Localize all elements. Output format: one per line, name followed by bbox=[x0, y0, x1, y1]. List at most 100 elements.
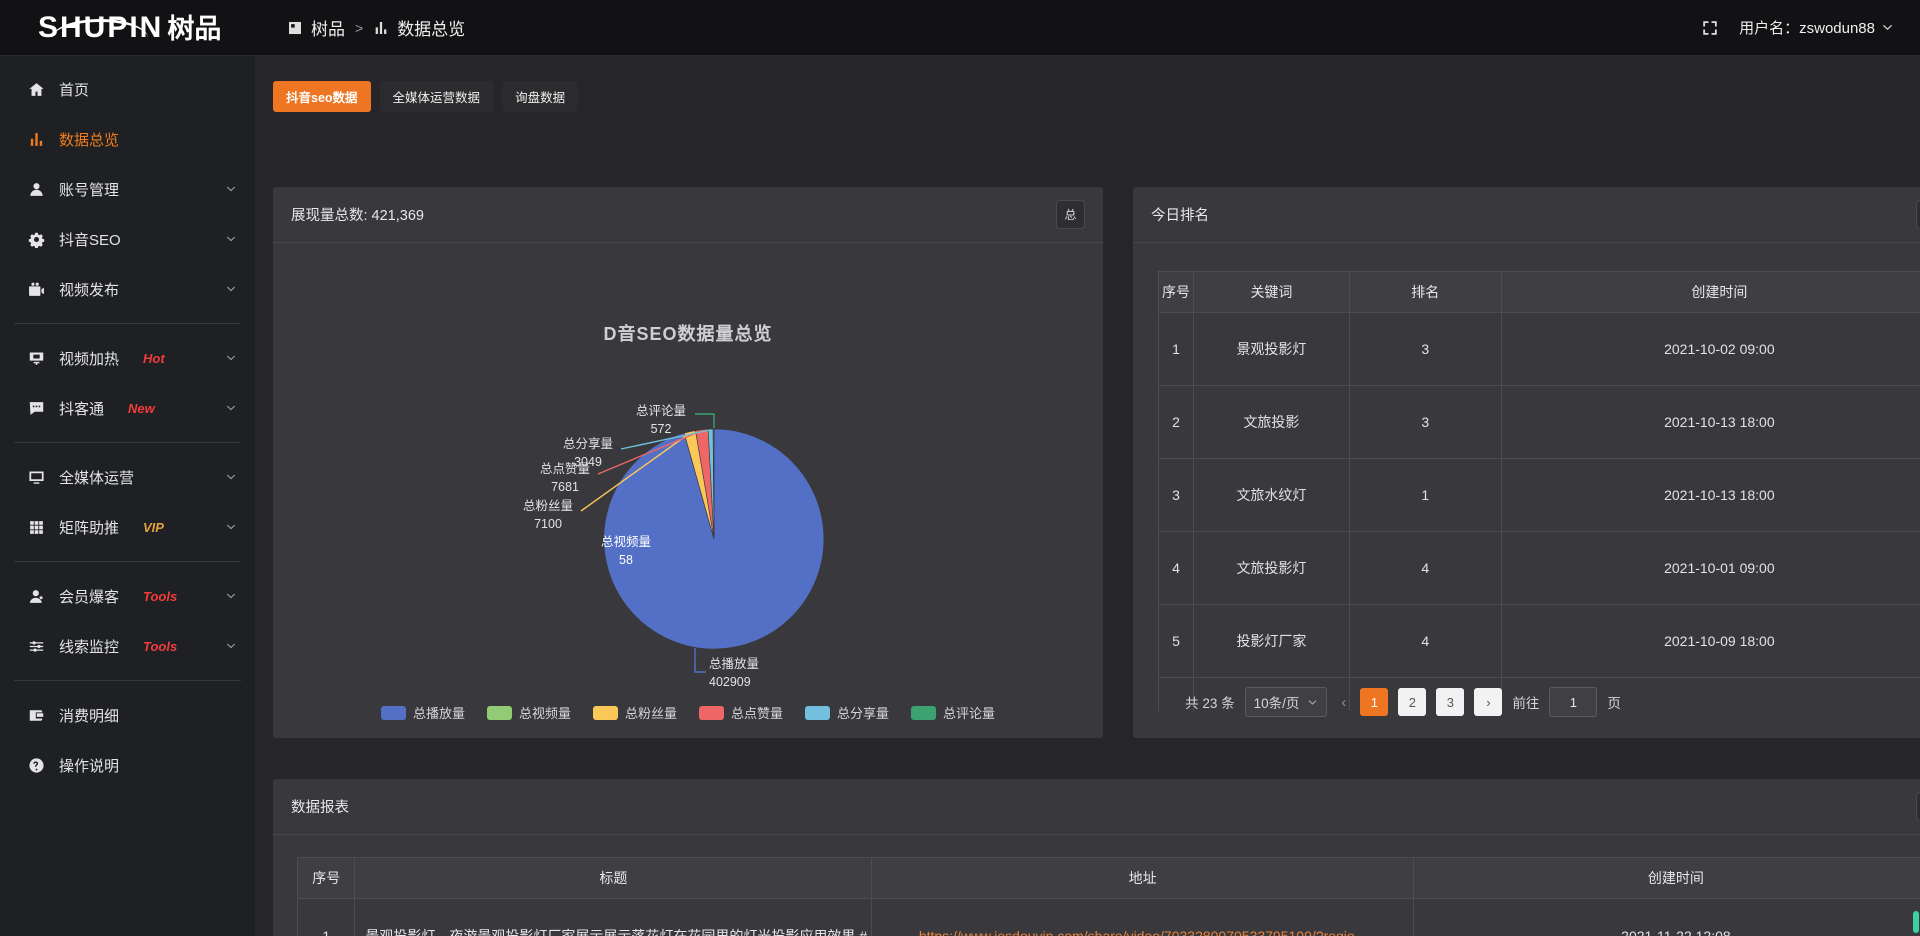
chevron-down-icon bbox=[226, 236, 236, 242]
tab-inquiry-data[interactable]: 询盘数据 bbox=[502, 81, 579, 112]
fullscreen-icon[interactable] bbox=[1701, 19, 1719, 37]
sliders-icon bbox=[29, 640, 44, 652]
sidebar-item-consume-detail[interactable]: 消费明细 bbox=[0, 690, 255, 740]
column-header: 序号 bbox=[296, 857, 356, 899]
legend-swatch bbox=[911, 705, 937, 720]
sidebar-item-badge: New bbox=[128, 400, 155, 416]
table-header-row: 序号 标题 地址 创建时间 bbox=[296, 857, 1920, 899]
sidebar-item-help[interactable]: 操作说明 bbox=[0, 740, 255, 790]
table-row[interactable]: 1 景观投影灯，夜游景观投影灯厂家展示展示落花灯在花园里的灯光投影应用效果 # ht… bbox=[296, 898, 1920, 936]
next-page-button[interactable]: › bbox=[1474, 688, 1503, 716]
column-header: 序号 bbox=[1157, 271, 1195, 313]
top-header: SHUPIN 树品 树品 > 数据总览 用户名：zswodun88 bbox=[0, 0, 1920, 56]
page-button-1[interactable]: 1 bbox=[1360, 688, 1389, 716]
table-cell: 文旅投影灯 bbox=[1193, 531, 1350, 605]
pie-label-value: 402909 bbox=[709, 675, 751, 690]
table-row[interactable]: 2 文旅投影 3 2021-10-13 18:00 bbox=[1157, 385, 1920, 459]
sidebar-item-douyin-seo[interactable]: 抖音SEO bbox=[0, 214, 255, 264]
chevron-down-icon bbox=[226, 524, 236, 530]
legend-label: 总视频量 bbox=[518, 706, 571, 721]
sidebar-item-video-publish[interactable]: 视频发布 bbox=[0, 264, 255, 314]
legend-swatch bbox=[699, 705, 724, 720]
page-size-select[interactable]: 10条/页 bbox=[1244, 687, 1328, 717]
sidebar-item-label: 线索监控 bbox=[59, 638, 120, 656]
tab-media-operation-data[interactable]: 全媒体运营数据 bbox=[379, 81, 494, 112]
table-row[interactable]: 1 景观投影灯 3 2021-10-02 09:00 bbox=[1157, 312, 1920, 386]
chevron-down-icon bbox=[226, 355, 236, 361]
column-header: 创建时间 bbox=[1412, 857, 1920, 899]
page-size-value: 10条/页 bbox=[1253, 696, 1300, 711]
sidebar-item-douketong[interactable]: 抖客通 New bbox=[0, 383, 255, 433]
pie-label-name: 总视频量 bbox=[600, 535, 651, 549]
legend-item-总播放量[interactable]: 总播放量 bbox=[380, 703, 465, 722]
pie-label-name: 总粉丝量 bbox=[522, 499, 573, 513]
sidebar-divider bbox=[14, 680, 241, 681]
page-button-2[interactable]: 2 bbox=[1398, 688, 1427, 716]
pie-label-line-总分享量 bbox=[620, 429, 711, 450]
sidebar-item-badge: Hot bbox=[143, 350, 165, 366]
chevron-down-icon bbox=[1309, 699, 1317, 705]
table-cell: 景观投影灯 bbox=[1193, 312, 1350, 386]
legend-item-总分享量[interactable]: 总分享量 bbox=[805, 703, 889, 722]
pie-label-value: 7681 bbox=[551, 480, 579, 495]
breadcrumb-root[interactable]: 树品 bbox=[311, 20, 345, 39]
column-header: 创建时间 bbox=[1500, 271, 1920, 313]
pie-label-name: 总播放量 bbox=[709, 657, 760, 671]
table-cell: 4 bbox=[1348, 604, 1502, 678]
breadcrumb-current[interactable]: 数据总览 bbox=[397, 20, 466, 39]
pie-label-value: 3049 bbox=[574, 455, 602, 470]
sidebar-item-home[interactable]: 首页 bbox=[0, 64, 255, 114]
table-row[interactable]: 3 文旅水纹灯 1 2021-10-13 18:00 bbox=[1157, 458, 1920, 532]
pie-label-line-总粉丝量 bbox=[580, 432, 691, 512]
prev-page-button[interactable]: ‹ bbox=[1341, 693, 1347, 711]
video-camera-icon bbox=[29, 282, 44, 296]
header-right: 用户名：zswodun88 bbox=[1701, 17, 1920, 38]
video-link[interactable]: https://www.iesdouyin.com/share/video/70… bbox=[918, 928, 1367, 936]
legend-label: 总播放量 bbox=[412, 706, 465, 721]
pie-label-line-总评论量 bbox=[695, 413, 715, 428]
sidebar-item-media-operation[interactable]: 全媒体运营 bbox=[0, 452, 255, 502]
sidebar-item-account-mgmt[interactable]: 账号管理 bbox=[0, 164, 255, 214]
page-button-3[interactable]: 3 bbox=[1436, 688, 1465, 716]
table-cell: 3 bbox=[1348, 385, 1502, 459]
table-cell: 1 bbox=[1348, 458, 1502, 532]
report-panel-corner-button[interactable]: 表 bbox=[1916, 792, 1920, 821]
table-cell-url: https://www.iesdouyin.com/share/video/70… bbox=[871, 898, 1414, 936]
legend-item-总视频量[interactable]: 总视频量 bbox=[486, 703, 571, 722]
sidebar-item-data-overview[interactable]: 数据总览 bbox=[0, 114, 255, 164]
home-icon bbox=[29, 82, 44, 96]
pie-label-line-总点赞量 bbox=[597, 430, 702, 475]
chevron-down-icon bbox=[226, 593, 236, 599]
squares-icon bbox=[289, 21, 301, 34]
sidebar-item-matrix-boost[interactable]: 矩阵助推 VIP bbox=[0, 502, 255, 552]
goto-page-input[interactable] bbox=[1549, 687, 1598, 717]
sidebar-item-label: 首页 bbox=[59, 81, 90, 99]
user-menu[interactable]: 用户名：zswodun88 bbox=[1739, 17, 1894, 38]
sidebar-item-label: 会员爆客 bbox=[59, 588, 120, 606]
table-row[interactable]: 4 文旅投影灯 4 2021-10-01 09:00 bbox=[1157, 531, 1920, 605]
sidebar-divider bbox=[14, 442, 241, 443]
tab-douyin-seo-data[interactable]: 抖音seo数据 bbox=[273, 81, 371, 112]
chevron-down-icon bbox=[1882, 24, 1893, 31]
legend-item-总评论量[interactable]: 总评论量 bbox=[911, 703, 995, 722]
ranking-panel-corner-button[interactable]: 日 bbox=[1916, 200, 1920, 229]
gear-icon bbox=[28, 232, 45, 248]
table-row[interactable]: 5 投影灯厂家 4 2021-10-09 18:00 bbox=[1157, 604, 1920, 678]
scrollbar-thumb[interactable] bbox=[1913, 911, 1919, 933]
chart-panel-corner-button[interactable]: 总 bbox=[1056, 200, 1085, 229]
legend-label: 总粉丝量 bbox=[624, 706, 677, 721]
pie-label-value: 58 bbox=[619, 553, 633, 568]
monitor-icon bbox=[29, 470, 44, 484]
legend-item-总粉丝量[interactable]: 总粉丝量 bbox=[592, 703, 677, 722]
sidebar-item-clue-monitor[interactable]: 线索监控 Tools bbox=[0, 621, 255, 671]
data-source-tabs: 抖音seo数据 全媒体运营数据 询盘数据 bbox=[273, 81, 579, 112]
legend-item-总点赞量[interactable]: 总点赞量 bbox=[699, 703, 783, 722]
sidebar-item-video-heat[interactable]: 视频加热 Hot bbox=[0, 333, 255, 383]
sidebar-item-member-baoke[interactable]: 会员爆客 Tools bbox=[0, 571, 255, 621]
bar-chart-icon bbox=[30, 132, 43, 146]
table-cell-title: 景观投影灯，夜游景观投影灯厂家展示展示落花灯在花园里的灯光投影应用效果 # bbox=[354, 898, 873, 936]
pie-slice-总评论量[interactable] bbox=[712, 428, 715, 540]
member-icon bbox=[29, 589, 44, 603]
pie-label-总粉丝量: 总粉丝量 7100 bbox=[517, 497, 579, 533]
